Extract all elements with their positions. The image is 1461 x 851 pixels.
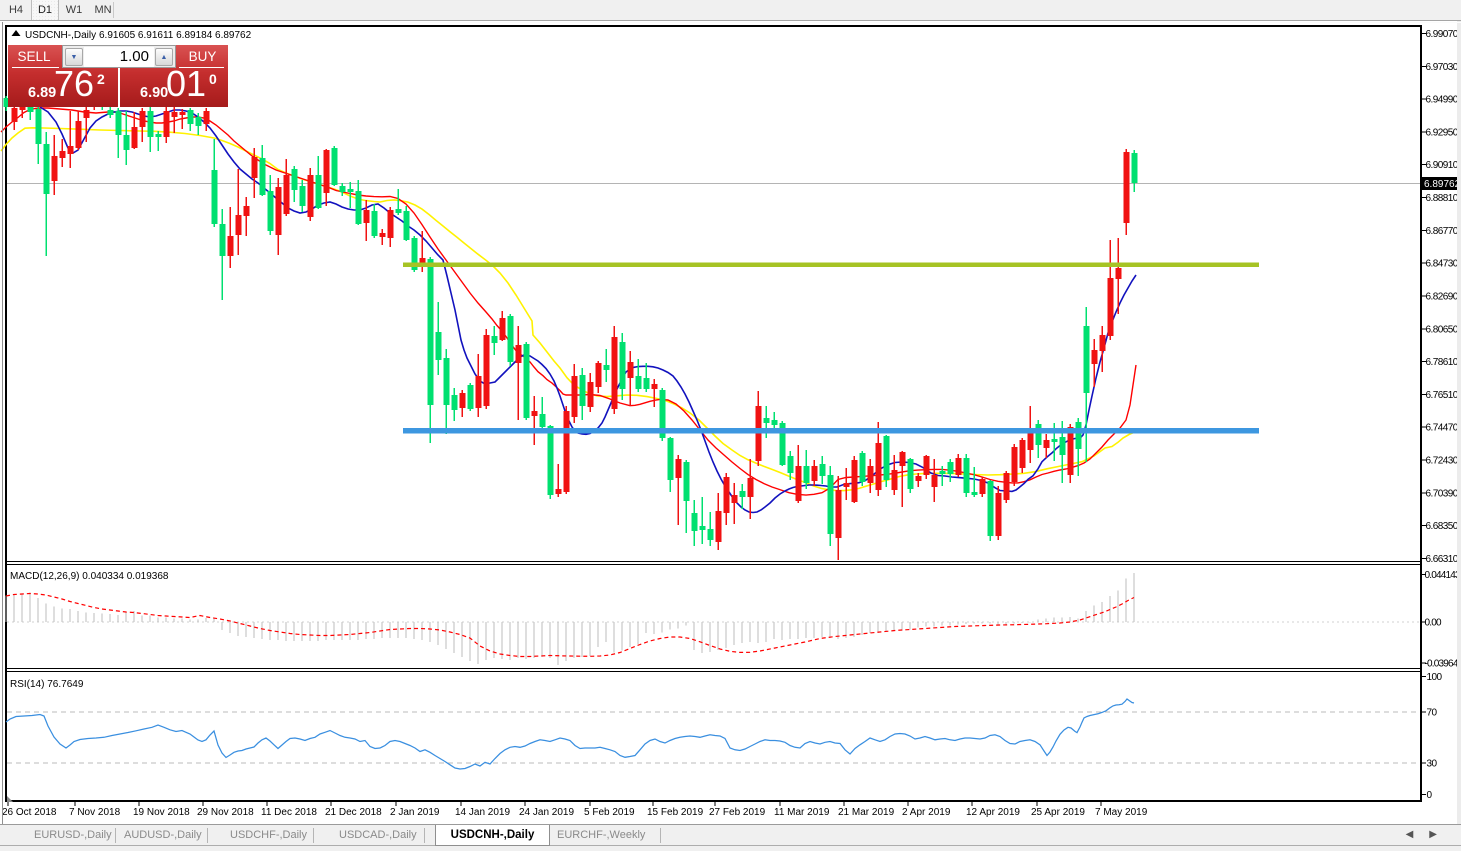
svg-text:11 Dec 2018: 11 Dec 2018 [261,807,317,818]
svg-text:2 Jan 2019: 2 Jan 2019 [390,807,440,818]
svg-text:RSI(14) 76.7649: RSI(14) 76.7649 [10,679,84,690]
svg-text:6.78610: 6.78610 [1426,357,1459,368]
svg-text:14 Jan 2019: 14 Jan 2019 [455,807,510,818]
svg-text:6.94990: 6.94990 [1426,95,1459,106]
svg-text:6.80650: 6.80650 [1426,324,1459,335]
svg-text:15 Feb 2019: 15 Feb 2019 [647,807,704,818]
svg-text:6.91605 6.91611 6.89184 6.8976: 6.91605 6.91611 6.89184 6.89762 [99,30,252,41]
svg-text:6.92950: 6.92950 [1426,127,1459,138]
svg-text:27 Feb 2019: 27 Feb 2019 [709,807,766,818]
svg-text:21 Dec 2018: 21 Dec 2018 [325,807,382,818]
svg-text:25 Apr 2019: 25 Apr 2019 [1031,807,1085,818]
svg-text:6.76510: 6.76510 [1426,390,1459,401]
svg-text:6.68350: 6.68350 [1426,521,1459,532]
svg-text:5 Feb 2019: 5 Feb 2019 [584,807,635,818]
svg-text:6.88810: 6.88810 [1426,193,1459,204]
svg-text:6.84730: 6.84730 [1426,259,1459,270]
svg-text:2 Apr 2019: 2 Apr 2019 [902,807,951,818]
svg-text:7 May 2019: 7 May 2019 [1095,807,1148,818]
svg-text:11 Mar 2019: 11 Mar 2019 [774,807,830,818]
svg-text:6.86770: 6.86770 [1426,226,1459,237]
svg-text:6.89762: 6.89762 [1424,179,1461,190]
svg-text:26 Oct 2018: 26 Oct 2018 [2,807,57,818]
svg-text:6.82690: 6.82690 [1426,292,1459,303]
svg-text:6.90910: 6.90910 [1426,160,1459,171]
svg-text:6.70390: 6.70390 [1426,488,1459,499]
svg-text:6.97030: 6.97030 [1426,62,1459,73]
svg-text:12 Apr 2019: 12 Apr 2019 [966,807,1020,818]
svg-text:100: 100 [1427,672,1443,683]
svg-text:0.00: 0.00 [1425,618,1443,629]
svg-text:-0.03964: -0.03964 [1425,659,1459,670]
svg-text:6.72430: 6.72430 [1426,456,1459,467]
svg-text:6.66310: 6.66310 [1426,554,1459,565]
svg-text:30: 30 [1427,758,1438,769]
svg-text:USDCNH-,Daily: USDCNH-,Daily [25,30,96,41]
svg-text:24 Jan 2019: 24 Jan 2019 [519,807,574,818]
svg-text:29 Nov 2018: 29 Nov 2018 [197,807,254,818]
svg-text:MACD(12,26,9) 0.040334 0.01936: MACD(12,26,9) 0.040334 0.019368 [10,571,169,582]
svg-text:21 Mar 2019: 21 Mar 2019 [838,807,895,818]
svg-text:0.044143: 0.044143 [1425,570,1461,581]
svg-text:7 Nov 2018: 7 Nov 2018 [69,807,121,818]
svg-text:19 Nov 2018: 19 Nov 2018 [133,807,190,818]
svg-text:70: 70 [1427,708,1438,719]
svg-text:0: 0 [1427,790,1433,801]
svg-text:6.99070: 6.99070 [1426,29,1459,40]
svg-text:6.74470: 6.74470 [1426,423,1459,434]
